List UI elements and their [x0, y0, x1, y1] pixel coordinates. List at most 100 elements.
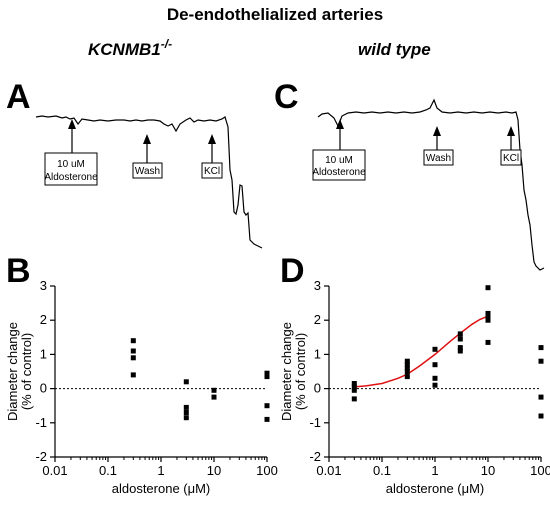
data-point-d	[351, 387, 357, 393]
box-wash-a	[132, 162, 163, 179]
box-aldosterone-a-line1: 10 uM	[57, 159, 85, 170]
y-axis-title-line2-b: (% of control)	[19, 333, 34, 410]
y-axis-title-line1-d: Diameter change	[279, 322, 294, 421]
data-point-d	[404, 365, 410, 371]
y-tick-label-d: 0	[314, 381, 321, 396]
box-kcl-c-label: KCl	[503, 153, 519, 164]
y-axis-title-line1-b: Diameter change	[5, 322, 20, 421]
right-group-title: wild type	[358, 40, 431, 59]
y-tick-label-b: 3	[40, 278, 47, 293]
scatter-panel-b: -2 -1 0 1 2 3 0.01 0.1 1 10 100 aldosterone (μM) Dia…	[5, 278, 278, 496]
y-tick-label-d: -1	[309, 415, 321, 430]
panel-letter-c: C	[274, 78, 299, 116]
data-point-b	[183, 415, 189, 421]
box-kcl-c	[500, 149, 522, 166]
box-wash-c-label: Wash	[426, 153, 451, 164]
trace-panel-a: 10 uM Aldosterone Wash KCl	[35, 115, 263, 249]
panel-letter-b: B	[6, 252, 31, 290]
box-wash-a-label: Wash	[135, 166, 160, 177]
data-point-d	[351, 381, 357, 386]
data-point-b	[211, 394, 217, 400]
left-group-title: KCNMB1-/-	[88, 37, 172, 59]
data-point-b	[211, 387, 217, 393]
data-point-b	[264, 370, 270, 376]
arrowhead-kcl-a	[208, 134, 216, 144]
fit-curve-d	[354, 315, 489, 388]
y-tick-label-d: 1	[314, 346, 321, 361]
trace-line-c	[317, 98, 545, 271]
data-point-d	[485, 317, 491, 323]
data-point-d	[432, 362, 438, 368]
data-point-d	[538, 394, 544, 400]
x-tick-label-b: 100	[256, 463, 278, 478]
data-point-b	[183, 379, 189, 385]
box-aldosterone-a	[44, 152, 98, 186]
y-tick-label-b: 2	[40, 312, 47, 327]
y-tick-label-b: -2	[35, 449, 47, 464]
data-point-d	[485, 339, 491, 345]
x-tick-label-d: 0.01	[316, 463, 341, 478]
box-aldosterone-c-line2: Aldosterone	[312, 167, 366, 178]
trace-line-a	[35, 115, 263, 249]
data-point-d	[538, 345, 544, 351]
arrowhead-wash-c	[433, 126, 441, 136]
x-tick-label-d: 1	[431, 463, 438, 478]
x-tick-label-d: 100	[530, 463, 550, 478]
y-tick-label-b: 0	[40, 381, 47, 396]
data-point-d	[432, 375, 438, 381]
x-tick-label-d: 10	[481, 463, 495, 478]
x-tick-label-b: 10	[207, 463, 221, 478]
data-point-d	[538, 358, 544, 364]
data-point-d	[404, 358, 410, 364]
box-aldosterone-a-line2: Aldosterone	[44, 172, 98, 183]
y-tick-label-d: 2	[314, 312, 321, 327]
data-point-b	[264, 403, 270, 409]
data-point-d	[432, 346, 438, 352]
x-axis-title-d: aldosterone (μM)	[386, 481, 485, 496]
panel-letter-d: D	[280, 252, 305, 290]
y-tick-label-d: 3	[314, 278, 321, 293]
data-point-b	[264, 416, 270, 422]
scatter-panel-d: -2 -1 0 1 2 3 0.01 0.1 1 10 100 aldosterone (μM) Dia…	[279, 278, 550, 496]
x-tick-label-b: 1	[157, 463, 164, 478]
data-point-d	[404, 374, 410, 380]
box-aldosterone-c	[312, 149, 366, 181]
arrowhead-aldosterone-a	[68, 119, 76, 129]
data-point-d	[485, 310, 491, 316]
arrowhead-kcl-c	[507, 126, 515, 136]
data-point-b	[183, 410, 189, 415]
figure-title: De-endothelialized arteries	[167, 5, 383, 24]
data-point-d	[351, 396, 357, 402]
data-point-b	[264, 374, 270, 380]
data-point-b	[130, 338, 136, 344]
data-point-b	[130, 372, 136, 378]
x-axis-title-b: aldosterone (μM)	[112, 481, 211, 496]
data-point-d	[457, 345, 463, 351]
y-tick-label-b: 1	[40, 346, 47, 361]
box-kcl-a-label: KCl	[204, 166, 220, 177]
data-point-d	[432, 382, 438, 388]
data-point-d	[457, 331, 463, 337]
arrowhead-aldosterone-c	[336, 119, 344, 129]
data-point-d	[485, 314, 491, 320]
data-point-d	[404, 369, 410, 374]
y-tick-label-b: -1	[35, 415, 47, 430]
data-point-d	[457, 336, 463, 342]
box-aldosterone-c-line1: 10 uM	[325, 155, 353, 166]
data-point-d	[457, 348, 463, 354]
x-tick-label-d: 0.1	[373, 463, 391, 478]
x-tick-label-b: 0.1	[99, 463, 117, 478]
panel-letter-a: A	[6, 78, 31, 116]
data-point-d	[404, 362, 410, 368]
x-tick-label-b: 0.01	[42, 463, 67, 478]
box-wash-c	[423, 149, 454, 166]
data-point-b	[130, 348, 136, 354]
y-tick-label-d: -2	[309, 449, 321, 464]
data-point-b	[183, 404, 189, 410]
trace-panel-c: 10 uM Aldosterone Wash KCl	[312, 98, 545, 271]
data-point-d	[351, 384, 357, 390]
y-axis-title-line2-d: (% of control)	[293, 333, 308, 410]
data-point-d	[538, 413, 544, 419]
data-point-d	[485, 285, 491, 291]
